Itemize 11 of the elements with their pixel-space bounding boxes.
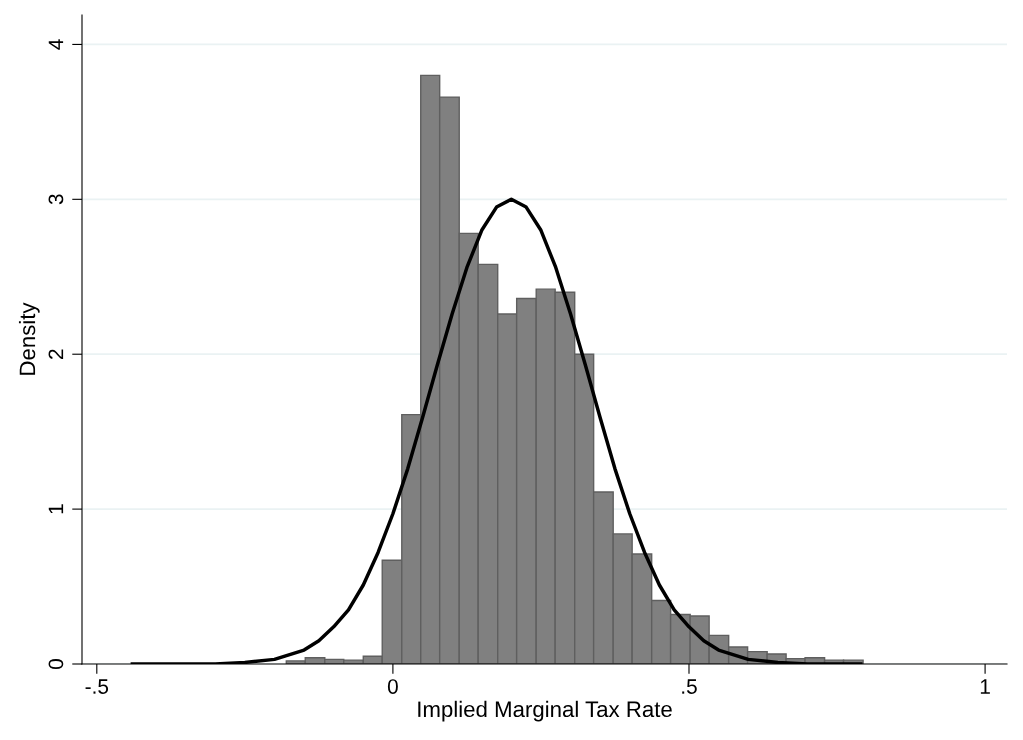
x-tick-label: -.5 (85, 679, 109, 694)
x-axis-title: Implied Marginal Tax Rate (418, 700, 672, 722)
x-tick-label: .5 (682, 679, 697, 694)
x-tick-label: 0 (387, 679, 398, 694)
y-tick-label: 4 (48, 39, 64, 50)
x-tick-label: 1 (980, 679, 990, 694)
y-axis-title: Density (18, 302, 40, 375)
y-tick-label: 0 (48, 659, 64, 669)
y-tick-label: 1 (48, 504, 64, 514)
y-tick-label: 2 (48, 349, 64, 359)
y-tick-label: 3 (48, 194, 64, 205)
